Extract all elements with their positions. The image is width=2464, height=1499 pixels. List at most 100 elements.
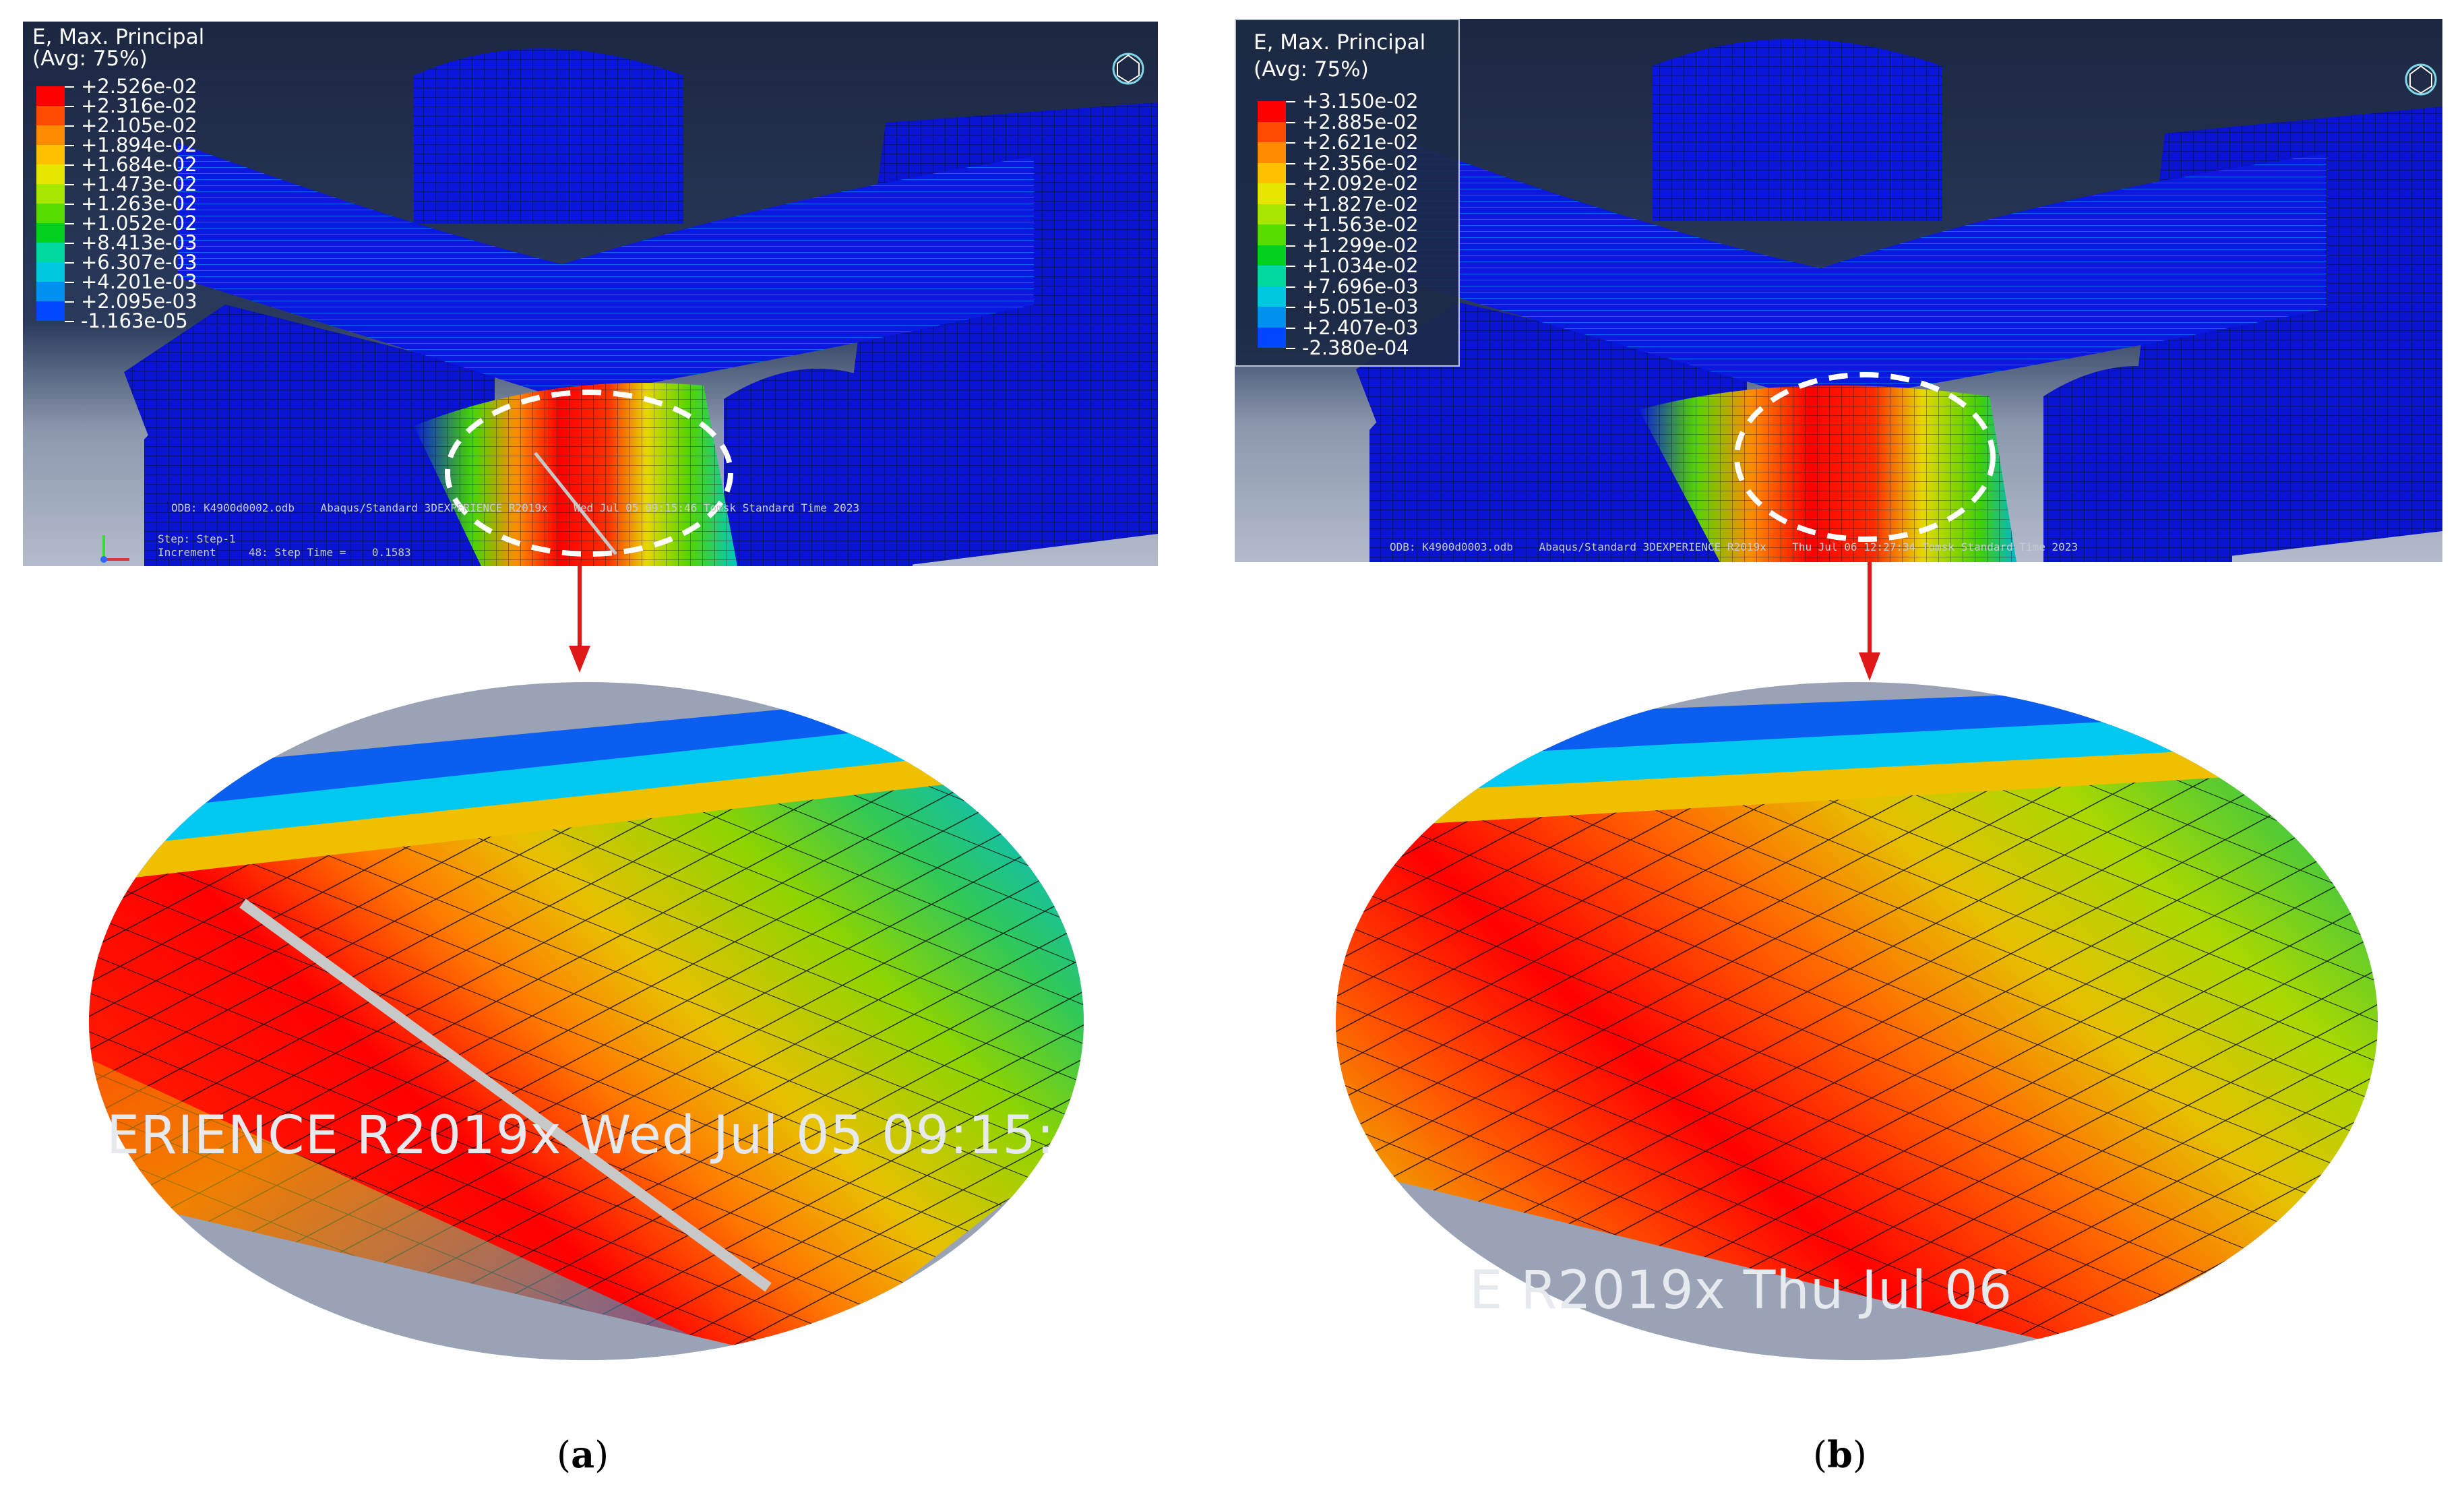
legend-subtitle: (Avg: 75%) — [32, 47, 148, 71]
fea-scene-a — [23, 22, 1158, 566]
legend-value: +1.263e-02 — [81, 192, 197, 215]
legend-swatch — [36, 282, 65, 301]
color-legend: E, Max. Principal (Avg: 75%) +2.526e-02 +… — [23, 22, 225, 338]
caption-a: (a) — [557, 1433, 609, 1476]
legend-value: +2.356e-02 — [1302, 151, 1419, 175]
fea-scene-b — [1235, 19, 2442, 562]
zoom-render-a — [89, 682, 1084, 1360]
legend-subtitle: (Avg: 75%) — [1254, 57, 1369, 82]
odb-footer: ODB: K4900d0003.odb Abaqus/Standard 3DEX… — [1390, 541, 2078, 553]
arrow-a-icon — [569, 562, 590, 673]
legend-value: +6.307e-03 — [81, 251, 197, 274]
legend-tick — [65, 86, 74, 88]
legend-swatch — [1258, 266, 1286, 286]
legend-title: E, Max. Principal — [32, 25, 205, 49]
legend-tick — [1286, 121, 1295, 123]
legend-swatch — [36, 223, 65, 243]
legend-swatch — [36, 301, 65, 321]
increment-footer: Increment 48: Step Time = 0.1583 — [158, 546, 411, 559]
caption-letter: b — [1827, 1433, 1853, 1476]
legend-tick — [1286, 245, 1295, 247]
legend-value: +2.105e-02 — [81, 114, 197, 137]
legend-tick — [65, 223, 74, 224]
arrow-b-icon — [1859, 562, 1880, 681]
zoom-view-b: E R2019x Thu Jul 06 — [1334, 681, 2379, 1362]
legend-tick — [1286, 162, 1295, 164]
legend-value: +1.299e-02 — [1302, 233, 1419, 257]
legend-tick — [65, 204, 74, 205]
legend-tick — [65, 262, 74, 264]
legend-swatch — [36, 145, 65, 164]
legend-tick — [1286, 224, 1295, 226]
legend-swatch — [36, 86, 65, 106]
legend-tick — [1286, 286, 1295, 288]
color-legend: E, Max. Principal (Avg: 75%) +3.150e-02 +… — [1235, 19, 1460, 367]
step-footer: Step: Step-1 — [158, 532, 236, 545]
legend-tick — [1286, 142, 1295, 144]
legend-swatch — [1258, 121, 1286, 142]
zoom-view-a: ERIENCE R2019x Wed Jul 05 09:15: — [88, 681, 1085, 1362]
legend-swatch — [36, 262, 65, 282]
legend-tick — [65, 301, 74, 303]
legend-tick — [65, 164, 74, 166]
legend-value: -2.380e-04 — [1302, 336, 1409, 359]
legend-swatch — [36, 243, 65, 262]
legend-value: +2.092e-02 — [1302, 172, 1419, 195]
caption-letter: a — [571, 1433, 595, 1476]
legend-swatch — [1258, 101, 1286, 122]
legend-value: +2.621e-02 — [1302, 131, 1419, 154]
legend-tick — [65, 321, 74, 322]
legend-value: +1.684e-02 — [81, 153, 197, 176]
legend-swatch — [1258, 162, 1286, 183]
legend-value: +2.316e-02 — [81, 94, 197, 117]
zoom-render-b — [1336, 682, 2378, 1360]
legend-tick — [65, 243, 74, 244]
legend-tick — [65, 282, 74, 283]
legend-tick — [65, 106, 74, 107]
legend-tick — [1286, 183, 1295, 185]
legend-tick — [65, 145, 74, 146]
legend-value: +2.885e-02 — [1302, 110, 1419, 133]
legend-swatch — [36, 125, 65, 145]
legend-tick — [65, 184, 74, 185]
legend-tick — [1286, 204, 1295, 206]
legend-swatch — [36, 106, 65, 125]
legend-tick — [1286, 327, 1295, 329]
legend-swatch — [36, 184, 65, 204]
legend-swatch — [36, 164, 65, 184]
legend-value: +1.894e-02 — [81, 133, 197, 156]
legend-value: +2.095e-03 — [81, 290, 197, 313]
legend-value: +4.201e-03 — [81, 270, 197, 293]
legend-value: +5.051e-03 — [1302, 295, 1419, 318]
legend-value: +7.696e-03 — [1302, 274, 1419, 298]
legend-swatch — [1258, 142, 1286, 163]
legend-value: +1.052e-02 — [81, 212, 197, 235]
legend-value: +2.526e-02 — [81, 75, 197, 98]
legend-swatch — [1258, 224, 1286, 245]
axis-triad-icon — [100, 535, 129, 563]
legend-swatch — [36, 204, 65, 223]
zoom-overlay-text: ERIENCE R2019x Wed Jul 05 09:15: — [106, 1105, 1055, 1166]
zoom-overlay-text: E R2019x Thu Jul 06 — [1469, 1260, 2013, 1321]
legend-value: +1.827e-02 — [1302, 192, 1419, 216]
legend-value: +8.413e-03 — [81, 231, 197, 254]
legend-tick — [1286, 101, 1295, 102]
caption-b: (b) — [1813, 1433, 1867, 1476]
legend-tick — [1286, 266, 1295, 267]
legend-swatch — [1258, 183, 1286, 204]
legend-value: +2.407e-03 — [1302, 315, 1419, 339]
legend-swatch — [1258, 245, 1286, 266]
legend-swatch — [1258, 327, 1286, 348]
legend-swatch — [1258, 307, 1286, 328]
viewport-a[interactable]: E, Max. Principal (Avg: 75%) +2.526e-02 +… — [23, 22, 1158, 566]
legend-swatch — [1258, 204, 1286, 224]
legend-swatch — [1258, 286, 1286, 307]
legend-value: +1.473e-02 — [81, 173, 197, 195]
legend-title: E, Max. Principal — [1254, 30, 1426, 55]
legend-value: +1.034e-02 — [1302, 254, 1419, 277]
odb-footer: ODB: K4900d0002.odb Abaqus/Standard 3DEX… — [171, 501, 860, 514]
viewport-b[interactable]: E, Max. Principal (Avg: 75%) +3.150e-02 +… — [1235, 19, 2442, 562]
legend-value: +3.150e-02 — [1302, 90, 1419, 113]
legend-value: -1.163e-05 — [81, 309, 188, 332]
legend-tick — [1286, 348, 1295, 349]
